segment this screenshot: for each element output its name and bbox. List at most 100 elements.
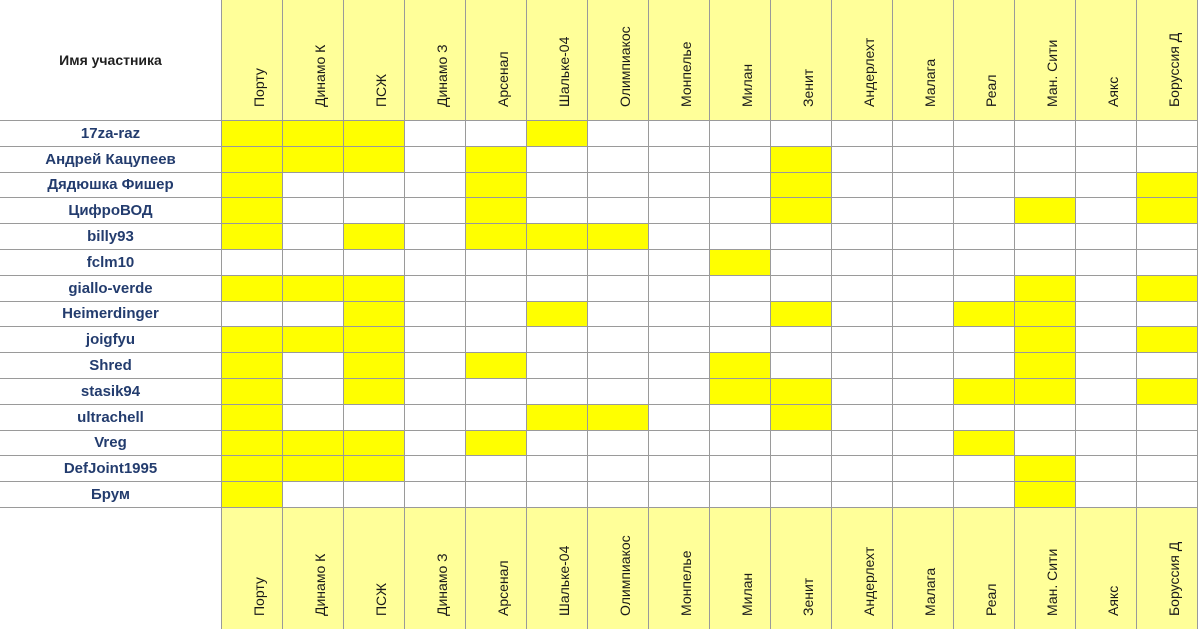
bottom-team-header-5: Шальке-04 (527, 507, 588, 629)
pick-cell-selected (222, 482, 283, 508)
pick-cell-selected (222, 378, 283, 405)
pick-cell-empty (283, 378, 344, 405)
pick-cell-selected (222, 198, 283, 225)
pick-cell-selected (1137, 172, 1198, 199)
pick-cell-empty (466, 456, 527, 483)
bottom-team-label: Зенит (800, 577, 816, 616)
pick-cell-empty (649, 121, 710, 147)
pick-cell-empty (954, 121, 1015, 147)
top-team-label: Арсенал (495, 51, 511, 107)
pick-cell-selected (1137, 275, 1198, 302)
top-team-label: Динамо З (434, 44, 450, 107)
pick-cell-selected (771, 172, 832, 199)
top-team-header-13: Ман. Сити (1015, 0, 1076, 121)
pick-cell-empty (466, 249, 527, 276)
top-team-header-4: Арсенал (466, 0, 527, 121)
pick-cell-empty (893, 172, 954, 199)
bottom-team-header-12: Реал (954, 507, 1015, 629)
participant-name: Shred (0, 353, 222, 379)
pick-cell-empty (710, 301, 771, 328)
pick-cell-empty (771, 482, 832, 508)
pick-cell-selected (1015, 198, 1076, 225)
footer-corner (0, 507, 222, 629)
pick-cell-empty (527, 198, 588, 225)
pick-cell-empty (893, 353, 954, 379)
pick-cell-empty (954, 146, 1015, 173)
pick-cell-empty (893, 121, 954, 147)
pick-cell-empty (1076, 249, 1137, 276)
pick-cell-empty (893, 146, 954, 173)
pick-cell-empty (893, 198, 954, 225)
pick-cell-empty (588, 172, 649, 199)
pick-cell-empty (771, 249, 832, 276)
pick-cell-empty (405, 456, 466, 483)
pick-cell-empty (1137, 456, 1198, 483)
pick-cell-empty (832, 482, 893, 508)
pick-cell-empty (405, 224, 466, 250)
pick-cell-selected (466, 198, 527, 225)
pick-cell-empty (649, 482, 710, 508)
participant-name: ultrachell (0, 404, 222, 431)
pick-cell-empty (283, 353, 344, 379)
pick-cell-empty (1076, 275, 1137, 302)
pick-cell-selected (283, 456, 344, 483)
pick-cell-empty (832, 430, 893, 457)
pick-cell-selected (222, 224, 283, 250)
participant-name: DefJoint1995 (0, 456, 222, 483)
top-team-label: Шальке-04 (556, 36, 572, 107)
pick-cell-empty (832, 249, 893, 276)
pick-cell-selected (771, 146, 832, 173)
bottom-team-label: Динамо К (312, 553, 328, 616)
pick-cell-selected (222, 275, 283, 302)
pick-cell-empty (649, 198, 710, 225)
top-team-header-9: Зенит (771, 0, 832, 121)
pick-cell-empty (771, 430, 832, 457)
pick-cell-empty (710, 430, 771, 457)
pick-cell-selected (283, 121, 344, 147)
bottom-team-header-7: Монпелье (649, 507, 710, 629)
pick-cell-empty (405, 404, 466, 431)
pick-cell-selected (1015, 353, 1076, 379)
pick-cell-empty (344, 404, 405, 431)
pick-cell-empty (466, 404, 527, 431)
pick-cell-empty (832, 378, 893, 405)
pick-cell-selected (466, 353, 527, 379)
pick-cell-empty (649, 456, 710, 483)
pick-cell-selected (1015, 327, 1076, 354)
pick-cell-empty (771, 121, 832, 147)
bottom-team-header-11: Малага (893, 507, 954, 629)
pick-cell-empty (1076, 198, 1137, 225)
pick-cell-empty (405, 275, 466, 302)
participant-name: ЦифроВОД (0, 198, 222, 225)
pick-cell-empty (893, 430, 954, 457)
pick-cell-empty (1076, 456, 1137, 483)
pick-cell-empty (649, 224, 710, 250)
pick-cell-selected (344, 456, 405, 483)
top-team-label: Боруссия Д (1166, 32, 1182, 107)
pick-cell-selected (222, 430, 283, 457)
pick-cell-selected (710, 249, 771, 276)
pick-cell-empty (222, 301, 283, 328)
pick-cell-empty (405, 430, 466, 457)
pick-cell-empty (405, 121, 466, 147)
pick-cell-empty (588, 327, 649, 354)
top-team-header-2: ПСЖ (344, 0, 405, 121)
pick-cell-empty (344, 172, 405, 199)
pick-cell-empty (1076, 224, 1137, 250)
pick-cell-empty (466, 121, 527, 147)
top-team-header-15: Боруссия Д (1137, 0, 1198, 121)
pick-cell-selected (344, 146, 405, 173)
pick-cell-empty (893, 378, 954, 405)
top-team-label: Монпелье (678, 41, 694, 108)
pick-cell-empty (588, 378, 649, 405)
pick-cell-empty (466, 327, 527, 354)
top-team-label: Андерлехт (861, 37, 877, 107)
pick-cell-empty (283, 198, 344, 225)
pick-cell-empty (832, 198, 893, 225)
pick-cell-empty (771, 456, 832, 483)
top-team-label: Зенит (800, 68, 816, 107)
pick-cell-selected (1015, 378, 1076, 405)
pick-cell-empty (344, 482, 405, 508)
pick-cell-empty (1076, 430, 1137, 457)
top-team-label: Олимпиакос (617, 26, 633, 107)
